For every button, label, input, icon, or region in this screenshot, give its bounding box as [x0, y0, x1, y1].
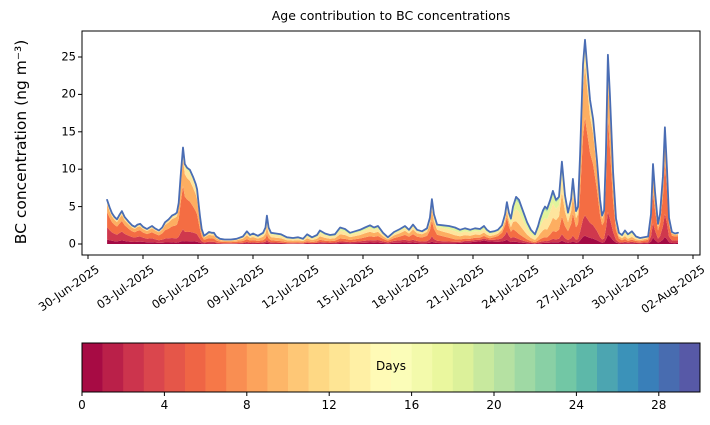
colorbar-tick-label: 8: [242, 398, 251, 412]
colorbar-tick-label: 28: [651, 398, 667, 412]
stacked-area: [107, 39, 679, 244]
colorbar-segment: [267, 343, 289, 392]
chart-title: Age contribution to BC concentrations: [271, 8, 511, 23]
colorbar-segment: [576, 343, 598, 392]
colorbar-segment: [226, 343, 248, 392]
colorbar-segment: [473, 343, 495, 392]
y-tick-label: 25: [61, 49, 76, 64]
colorbar-segment: [514, 343, 536, 392]
colorbar-segment: [288, 343, 309, 392]
y-tick-label: 0: [68, 236, 76, 251]
colorbar-segment: [185, 343, 206, 392]
colorbar-frame: [81, 342, 701, 393]
colorbar: [81, 343, 701, 396]
y-tick-label: 5: [68, 199, 76, 214]
colorbar-segment: [679, 343, 701, 392]
colorbar-segment: [349, 343, 371, 392]
y-axis-label: BC concentration (ng m⁻³): [12, 39, 30, 245]
colorbar-tick-label: 12: [321, 398, 337, 412]
colorbar-segment: [411, 343, 433, 392]
y-tick-label: 20: [61, 86, 76, 101]
colorbar-segment: [494, 343, 515, 392]
y-tick-label: 15: [61, 124, 76, 139]
age-band-0-1-days: [107, 234, 679, 244]
colorbar-tick-label: 4: [160, 398, 169, 412]
colorbar-segment: [658, 343, 680, 392]
colorbar-segment: [391, 343, 412, 392]
axis-ticks: [78, 56, 694, 259]
colorbar-tick-label: 24: [568, 398, 585, 412]
colorbar-segment: [452, 343, 474, 392]
colorbar-label: Days: [376, 359, 406, 373]
y-tick-label: 10: [61, 161, 76, 176]
colorbar-segment: [555, 343, 577, 392]
colorbar-segment: [123, 343, 145, 392]
colorbar-segment: [535, 343, 557, 392]
total-bc-line: [106, 38, 679, 241]
colorbar-tick-label: 0: [78, 398, 86, 412]
colorbar-tick-label: 16: [403, 398, 420, 412]
colorbar-segment: [205, 343, 227, 392]
colorbar-segment: [82, 343, 103, 392]
colorbar-segment: [638, 343, 660, 392]
colorbar-segment: [143, 343, 165, 392]
colorbar-segment: [329, 343, 351, 392]
colorbar-segment: [164, 343, 186, 392]
colorbar-segment: [102, 343, 124, 392]
colorbar-tick-label: 20: [486, 398, 502, 412]
colorbar-segment: [246, 343, 268, 392]
colorbar-segment: [432, 343, 454, 392]
age-band-1-4-days: [107, 212, 679, 244]
axes-frame: [81, 30, 701, 256]
colorbar-segment: [370, 343, 392, 392]
colorbar-segment: [308, 343, 330, 392]
colorbar-segment: [617, 343, 639, 392]
colorbar-segment: [597, 343, 618, 392]
